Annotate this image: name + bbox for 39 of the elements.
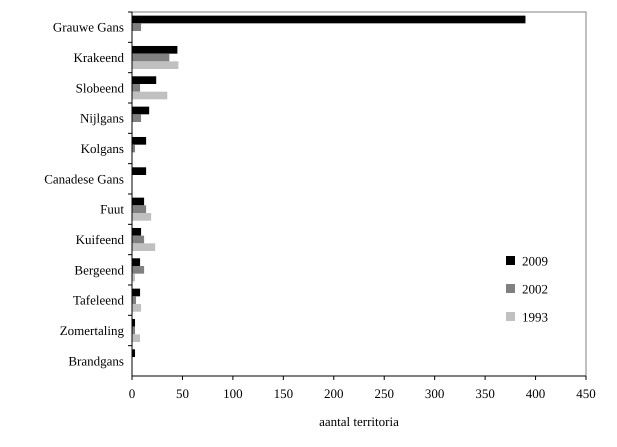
bar xyxy=(132,54,170,62)
x-tick-label: 300 xyxy=(424,386,444,401)
x-tick-label: 450 xyxy=(576,386,596,401)
x-tick-label: 50 xyxy=(176,386,189,401)
bar xyxy=(132,205,146,214)
x-tick-label: 400 xyxy=(526,386,546,401)
y-tick-label: Kuifeend xyxy=(76,232,124,248)
x-tick-label: 250 xyxy=(374,386,394,401)
bar xyxy=(132,334,140,342)
y-tick-label: Kolgans xyxy=(80,141,124,156)
bar xyxy=(132,114,142,122)
bar xyxy=(132,92,168,100)
y-tick-label: Krakeend xyxy=(73,50,124,66)
y-tick-label: Canadese Gans xyxy=(44,171,124,186)
y-tick-label: Tafeleend xyxy=(72,292,124,308)
x-axis-title: aantal territoria xyxy=(319,414,400,429)
y-tick-label: Nijlgans xyxy=(80,110,124,126)
bar xyxy=(132,213,152,221)
bar xyxy=(132,243,156,252)
x-tick-label: 150 xyxy=(274,386,294,401)
y-tick-label: Zomertaling xyxy=(60,323,124,338)
y-tick-label: Bergeend xyxy=(74,262,124,278)
legend-label: 1993 xyxy=(522,310,548,325)
x-tick-label: 100 xyxy=(223,386,243,401)
bar xyxy=(132,84,140,92)
y-tick-label: Fuut xyxy=(100,202,124,217)
y-tick-label: Grauwe Gans xyxy=(52,20,124,35)
bar xyxy=(132,304,142,312)
y-tick-label: Slobeend xyxy=(76,80,124,96)
y-tick-label: Brandgans xyxy=(68,353,124,368)
legend-label: 2002 xyxy=(522,282,548,297)
x-tick-label: 200 xyxy=(324,386,344,401)
bar xyxy=(132,266,144,274)
x-tick-label: 350 xyxy=(475,386,495,401)
bar xyxy=(132,61,178,70)
bar xyxy=(132,236,144,244)
x-tick-label: 0 xyxy=(128,386,136,401)
bar xyxy=(132,23,142,32)
legend-label: 2009 xyxy=(522,254,548,269)
